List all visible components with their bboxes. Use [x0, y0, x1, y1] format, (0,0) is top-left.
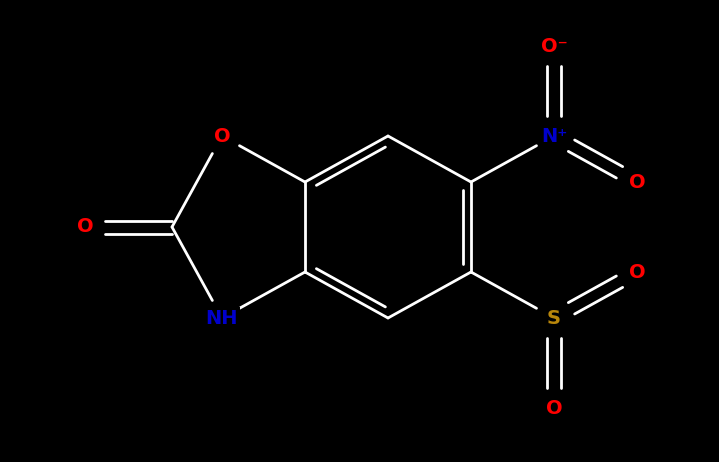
- Text: O: O: [214, 127, 230, 146]
- Text: S: S: [547, 309, 561, 328]
- Text: O: O: [628, 262, 646, 281]
- Text: N⁺: N⁺: [541, 127, 567, 146]
- Text: O: O: [546, 399, 562, 418]
- Text: O: O: [77, 218, 93, 237]
- Text: NH: NH: [206, 309, 238, 328]
- Text: O⁻: O⁻: [541, 36, 567, 55]
- Text: O: O: [628, 172, 646, 192]
